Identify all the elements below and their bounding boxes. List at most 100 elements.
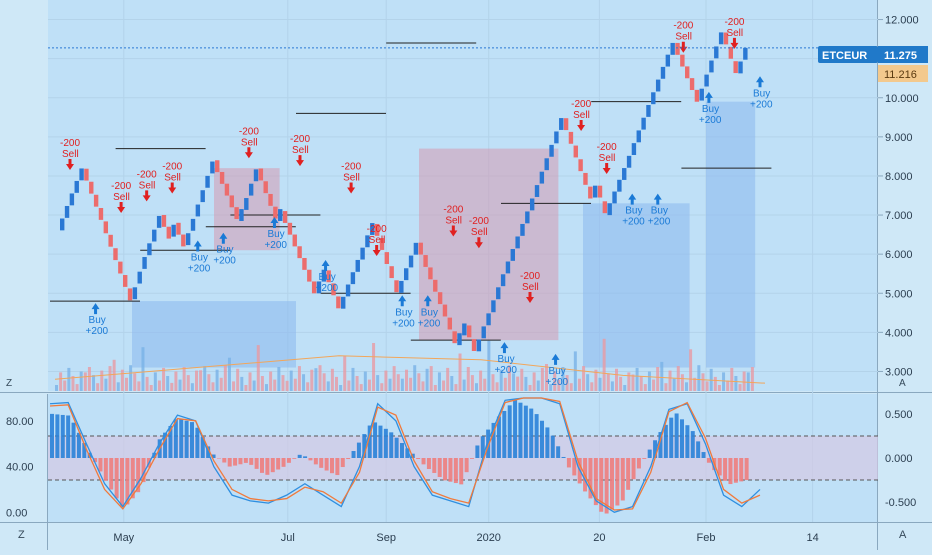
volume-bar xyxy=(330,368,334,391)
renko-brick-down xyxy=(442,304,448,317)
volume-bar xyxy=(302,374,306,391)
osc-hist-bar-pos xyxy=(297,454,302,458)
volume-bar xyxy=(483,378,487,391)
renko-brick-up xyxy=(341,296,346,309)
sell-label: Sell xyxy=(599,153,616,164)
symbol-price-badge[interactable]: ETCEUR 11.275 xyxy=(818,46,928,63)
renko-brick-up xyxy=(510,248,515,261)
osc-hist-bar-pos xyxy=(179,419,184,458)
osc-hist-bar-pos xyxy=(680,419,684,458)
osc-hist-bar-pos xyxy=(523,405,528,458)
osc-hist-bar-neg xyxy=(330,458,334,474)
volume-bar xyxy=(141,347,145,391)
volume-bar xyxy=(405,369,408,391)
osc-hist-bar-pos xyxy=(518,402,523,458)
auto-scale-z-button[interactable]: Z xyxy=(18,529,25,541)
osc-hist-bar-neg xyxy=(249,458,254,465)
sell-value: -200 xyxy=(520,271,540,282)
renko-brick-down xyxy=(268,193,273,206)
volume-bar xyxy=(343,355,347,391)
renko-brick-down xyxy=(331,283,336,296)
volume-bar xyxy=(380,383,384,391)
renko-brick-up xyxy=(476,339,482,352)
osc-hist-bar-neg xyxy=(459,458,464,485)
sell-label: Sell xyxy=(445,216,462,227)
volume-bar xyxy=(635,367,639,391)
volume-bar xyxy=(384,370,388,391)
osc-hist-bar-pos xyxy=(701,452,706,458)
renko-brick-up xyxy=(190,218,196,231)
osc-hist-bar-neg xyxy=(470,458,474,459)
renko-brick-down xyxy=(597,185,603,198)
volume-bar xyxy=(421,381,425,391)
renko-brick-down xyxy=(723,32,729,45)
volume-bar xyxy=(664,383,668,391)
osc-hist-bar-neg xyxy=(103,458,108,481)
buy-signal: Buy+200 xyxy=(86,303,109,337)
osc-hist-bar-neg xyxy=(610,458,614,510)
buy-label: Buy xyxy=(319,272,336,283)
volume-bar xyxy=(133,373,137,391)
renko-brick-down xyxy=(563,118,569,131)
renko-brick-up xyxy=(399,280,404,293)
main-a-marker[interactable]: A xyxy=(899,378,906,389)
oscillator xyxy=(48,397,878,514)
volume-bar xyxy=(458,353,462,391)
sell-arrow-icon xyxy=(602,162,611,174)
renko-brick-up xyxy=(491,300,496,313)
volume-bar xyxy=(713,376,717,391)
volume-bar xyxy=(433,385,437,391)
osc-hist-bar-pos xyxy=(696,441,701,458)
osc-hist-bar-pos xyxy=(173,419,178,458)
osc-hist-bar-neg xyxy=(443,458,448,481)
volume-bar xyxy=(536,380,540,391)
osc-hist-bar-pos xyxy=(556,446,561,458)
time-axis[interactable]: May Jul Sep 2020 20 Feb 14 xyxy=(113,532,818,544)
volume-bar xyxy=(738,384,742,391)
renko-brick-up xyxy=(660,66,666,79)
volume-bar xyxy=(145,376,149,391)
volume-bar xyxy=(466,367,470,391)
volume-bar xyxy=(520,368,524,391)
osc-hist-bar-pos xyxy=(405,448,410,458)
volume-bar xyxy=(355,376,359,391)
osc-hist-bar-pos xyxy=(674,413,679,458)
renko-brick-down xyxy=(602,201,608,214)
volume-bar xyxy=(252,380,256,391)
volume-bar xyxy=(507,365,511,391)
buy-signal: Buy+200 xyxy=(392,295,415,329)
renko-brick-up xyxy=(534,185,540,197)
renko-brick-up xyxy=(205,175,210,188)
osc-hist-bar-neg xyxy=(109,458,114,490)
sell-arrow-icon xyxy=(117,202,126,214)
renko-brick-up xyxy=(505,261,511,274)
osc-hist-bar-pos xyxy=(561,456,566,458)
volume-bar xyxy=(67,367,71,391)
renko-brick-up xyxy=(622,168,627,180)
auto-scale-a-button[interactable]: A xyxy=(899,529,907,541)
osc-left-axis[interactable]: 80.00 40.00 0.00 xyxy=(6,416,34,519)
renko-brick-up xyxy=(171,224,176,237)
volume-bar xyxy=(623,385,627,391)
buy-label: Buy xyxy=(395,307,412,318)
volume-bar xyxy=(203,366,207,391)
renko-brick-down xyxy=(433,279,438,292)
buy-label: Buy xyxy=(216,245,233,256)
volume-bar xyxy=(170,382,174,391)
buy-arrow-icon xyxy=(653,193,662,205)
sell-label: Sell xyxy=(369,235,386,246)
renko-brick-up xyxy=(408,255,414,268)
renko-brick-down xyxy=(307,269,312,282)
renko-brick-up xyxy=(592,185,598,198)
osc-right-axis[interactable]: 0.500 0.000 -0.500 xyxy=(885,409,916,509)
volume-bar xyxy=(223,365,227,391)
volume-bar xyxy=(96,383,100,391)
volume-bar xyxy=(446,367,450,391)
buy-value: +200 xyxy=(494,365,517,376)
osc-hist-bar-pos xyxy=(66,415,71,458)
main-z-marker[interactable]: Z xyxy=(6,378,12,389)
osc-hist-bar-neg xyxy=(227,458,232,467)
osc-hist-bar-neg xyxy=(270,458,275,473)
volume-bar xyxy=(586,374,590,391)
